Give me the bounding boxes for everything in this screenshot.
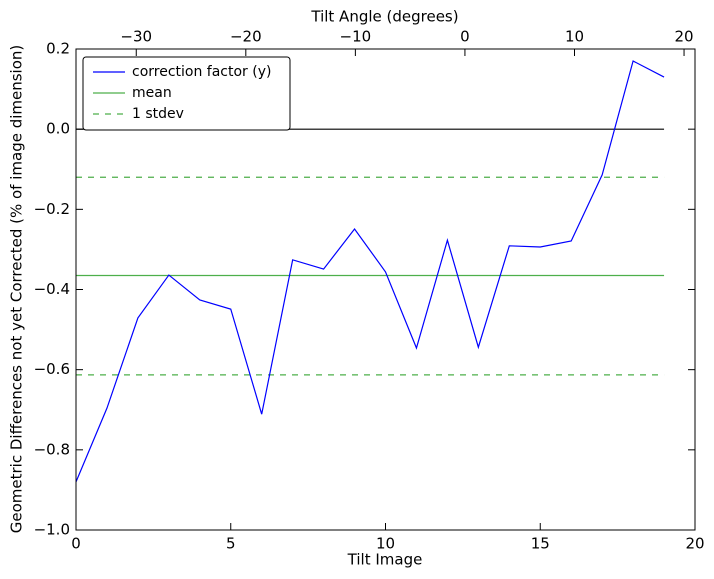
y-tick-label: −0.4 bbox=[34, 280, 70, 298]
top-tick-label: −30 bbox=[120, 28, 152, 46]
x-tick-label: 20 bbox=[685, 535, 704, 553]
top-axis-label: Tilt Angle (degrees) bbox=[310, 8, 458, 26]
y-tick-label: −0.6 bbox=[34, 360, 70, 378]
legend-box bbox=[82, 56, 291, 131]
x-tick-label: 5 bbox=[226, 535, 236, 553]
x-tick-label: 0 bbox=[71, 535, 81, 553]
top-tick-label: 10 bbox=[565, 28, 584, 46]
x-axis-label: Tilt Image bbox=[347, 551, 423, 569]
top-tick-label: 0 bbox=[460, 28, 470, 46]
y-tick-label: 0.0 bbox=[46, 120, 70, 138]
legend-label: correction factor (y) bbox=[132, 64, 271, 80]
y-tick-label: −0.8 bbox=[34, 440, 70, 458]
legend-label: 1 stdev bbox=[132, 106, 184, 122]
legend-label: mean bbox=[132, 85, 172, 101]
top-tick-label: 20 bbox=[674, 28, 693, 46]
x-tick-label: 10 bbox=[376, 535, 395, 553]
y-tick-label: 0.2 bbox=[46, 40, 70, 58]
x-tick-label: 15 bbox=[531, 535, 550, 553]
data-line bbox=[75, 60, 665, 483]
y-axis-label: Geometric Differences not yet Corrected … bbox=[8, 45, 26, 534]
y-tick-label: −1.0 bbox=[34, 521, 70, 539]
top-tick-label: −20 bbox=[230, 28, 262, 46]
top-tick-label: −10 bbox=[340, 28, 372, 46]
y-tick-label: −0.2 bbox=[34, 200, 70, 218]
